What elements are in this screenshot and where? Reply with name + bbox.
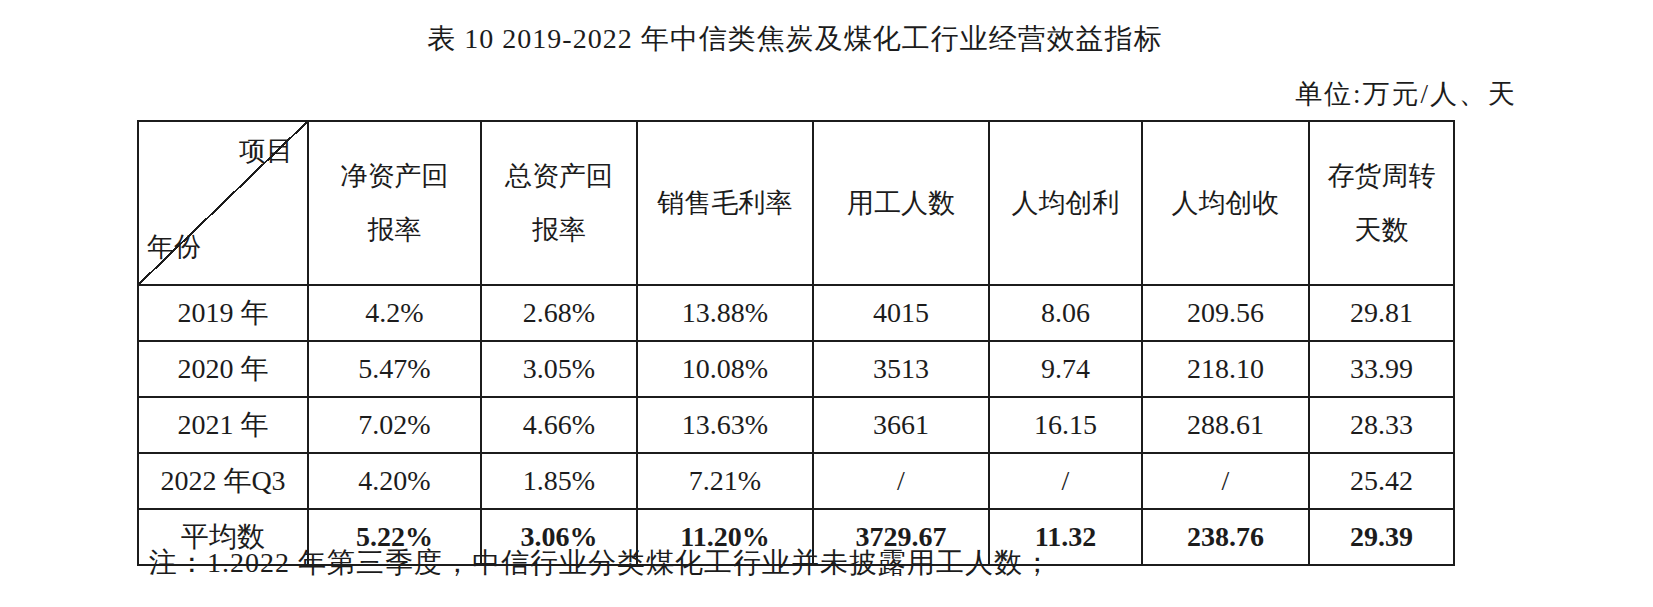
table-cell: 5.47% — [308, 341, 481, 397]
table-footnote: 注：1.2022 年第三季度，中信行业分类煤化工行业并未披露用工人数； — [149, 544, 1052, 582]
table-cell: 3661 — [813, 397, 989, 453]
table-cell: 238.76 — [1142, 509, 1309, 565]
table-cell: 33.99 — [1309, 341, 1454, 397]
table-cell: 4.2% — [308, 285, 481, 341]
industry-indicators-table: 项目 年份 净资产回 报率 总资产回 报率 销售毛利率 用工人数 人均创利 人均… — [137, 120, 1455, 566]
table-cell: 28.33 — [1309, 397, 1454, 453]
table-row-2020: 2020 年 5.47% 3.05% 10.08% 3513 9.74 218.… — [138, 341, 1454, 397]
table-cell: 7.21% — [637, 453, 813, 509]
table-row-2022q3: 2022 年Q3 4.20% 1.85% 7.21% / / / 25.42 — [138, 453, 1454, 509]
table-cell: / — [1142, 453, 1309, 509]
table-cell: 4.20% — [308, 453, 481, 509]
table-cell: 4015 — [813, 285, 989, 341]
column-header-inventory-days: 存货周转 天数 — [1309, 121, 1454, 285]
header-row: 项目 年份 净资产回 报率 总资产回 报率 销售毛利率 用工人数 人均创利 人均… — [138, 121, 1454, 285]
corner-label-item: 项目 — [239, 136, 293, 166]
table-cell: 3.05% — [481, 341, 637, 397]
table-cell: 218.10 — [1142, 341, 1309, 397]
table-cell: 288.61 — [1142, 397, 1309, 453]
column-header-profit-per-capita: 人均创利 — [989, 121, 1142, 285]
column-header-employees: 用工人数 — [813, 121, 989, 285]
table-cell: 16.15 — [989, 397, 1142, 453]
table-cell: 29.81 — [1309, 285, 1454, 341]
column-header-roe: 净资产回 报率 — [308, 121, 481, 285]
table-cell: 10.08% — [637, 341, 813, 397]
table-cell: / — [813, 453, 989, 509]
table-row-2021: 2021 年 7.02% 4.66% 13.63% 3661 16.15 288… — [138, 397, 1454, 453]
table-cell: 25.42 — [1309, 453, 1454, 509]
table-cell: 13.88% — [637, 285, 813, 341]
unit-label: 单位:万元/人、天 — [137, 76, 1517, 112]
table-row-2019: 2019 年 4.2% 2.68% 13.88% 4015 8.06 209.5… — [138, 285, 1454, 341]
column-header-revenue-per-capita: 人均创收 — [1142, 121, 1309, 285]
table-cell: 2.68% — [481, 285, 637, 341]
table-cell: 29.39 — [1309, 509, 1454, 565]
table-cell: 8.06 — [989, 285, 1142, 341]
column-header-gross-margin: 销售毛利率 — [637, 121, 813, 285]
row-label: 2021 年 — [138, 397, 308, 453]
table-cell: 9.74 — [989, 341, 1142, 397]
table-cell: 1.85% — [481, 453, 637, 509]
column-header-roa: 总资产回 报率 — [481, 121, 637, 285]
corner-label-year: 年份 — [147, 232, 201, 262]
row-label: 2019 年 — [138, 285, 308, 341]
row-label: 2020 年 — [138, 341, 308, 397]
document-page: 表 10 2019-2022 年中信类焦炭及煤化工行业经营效益指标 单位:万元/… — [0, 0, 1653, 607]
table-cell: 209.56 — [1142, 285, 1309, 341]
table-title: 表 10 2019-2022 年中信类焦炭及煤化工行业经营效益指标 — [137, 20, 1453, 58]
table-cell: / — [989, 453, 1142, 509]
table-cell: 7.02% — [308, 397, 481, 453]
table-cell: 3513 — [813, 341, 989, 397]
table-cell: 13.63% — [637, 397, 813, 453]
row-label: 2022 年Q3 — [138, 453, 308, 509]
corner-header-cell: 项目 年份 — [138, 121, 308, 285]
table-cell: 4.66% — [481, 397, 637, 453]
